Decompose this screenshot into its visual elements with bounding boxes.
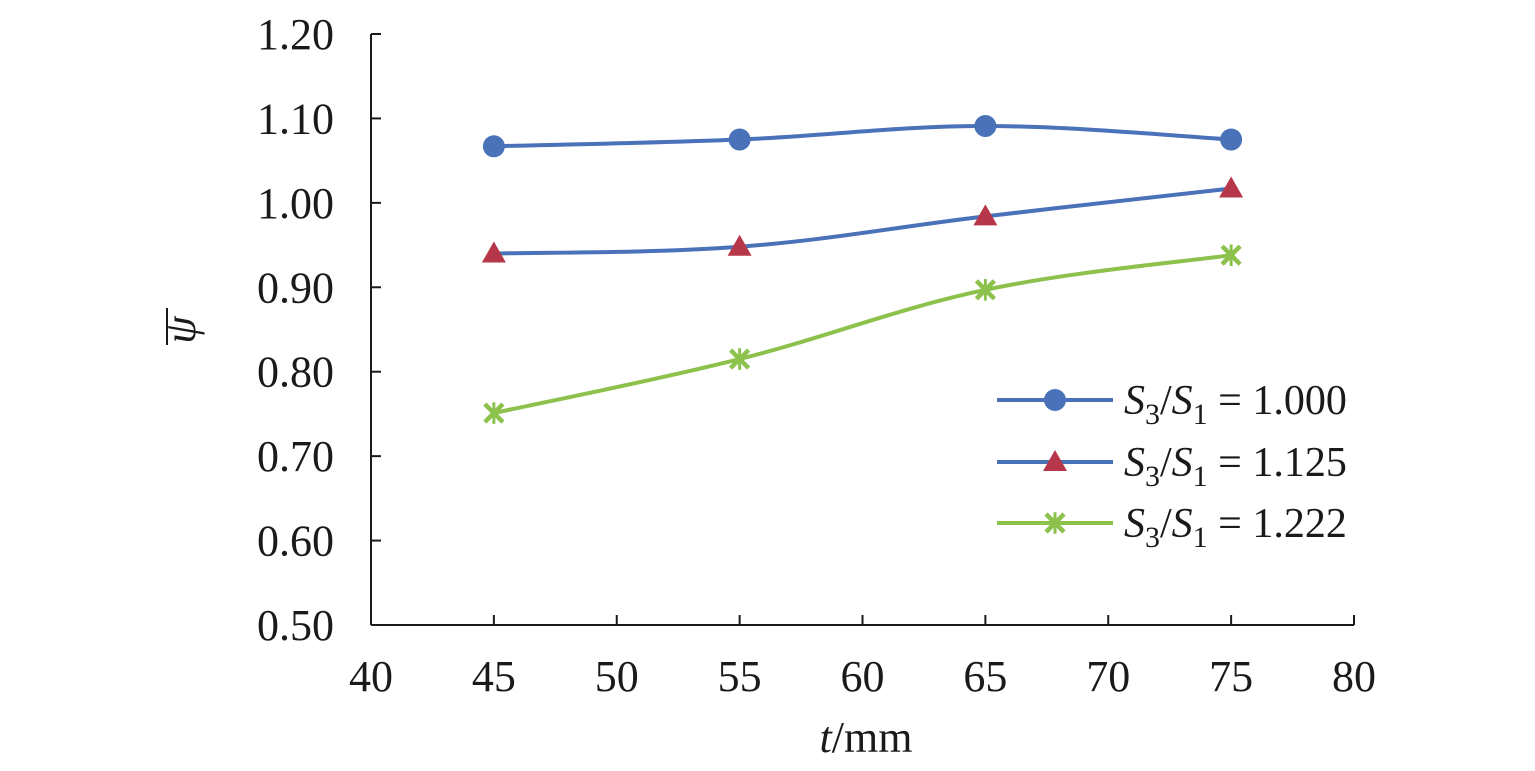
x-axis-title: t/mm bbox=[820, 713, 913, 762]
x-tick-label: 55 bbox=[718, 652, 762, 701]
legend-label-3: S3/S1 = 1.222 bbox=[1124, 501, 1347, 554]
y-tick-label: 0.60 bbox=[257, 517, 334, 566]
x-tick-label: 65 bbox=[963, 652, 1007, 701]
data-point-series-3 bbox=[974, 279, 996, 301]
y-tick-label: 0.80 bbox=[257, 348, 334, 397]
y-tick-label: 0.50 bbox=[257, 601, 334, 650]
x-tick-label: 75 bbox=[1209, 652, 1253, 701]
series-line-2 bbox=[493, 186, 1232, 256]
legend: S3/S1 = 1.000 S3/S1 = 1.125 S3/S1 = 1.222 bbox=[997, 378, 1347, 554]
y-tick-label: 1.10 bbox=[257, 94, 334, 143]
x-tick-label: 70 bbox=[1086, 652, 1130, 701]
series-line-1 bbox=[493, 124, 1232, 149]
data-point-series-3 bbox=[483, 402, 505, 424]
data-point-series-2 bbox=[727, 234, 752, 256]
x-ticks: 40 45 50 55 60 65 70 75 80 bbox=[349, 615, 1376, 701]
data-point-series-1 bbox=[728, 128, 751, 151]
legend-marker-1 bbox=[1044, 389, 1066, 411]
x-tick-label: 80 bbox=[1332, 652, 1376, 701]
data-point-series-2 bbox=[1219, 176, 1244, 198]
legend-label-2: S3/S1 = 1.125 bbox=[1124, 440, 1347, 493]
series-lines bbox=[493, 124, 1232, 416]
data-point-series-1 bbox=[1220, 128, 1243, 151]
y-ticks: 0.50 0.60 0.70 0.80 0.90 1.00 1.10 1.20 bbox=[257, 10, 381, 650]
x-tick-label: 60 bbox=[841, 652, 885, 701]
x-tick-label: 50 bbox=[595, 652, 639, 701]
y-tick-label: 0.90 bbox=[257, 263, 334, 312]
y-tick-label: 1.00 bbox=[257, 179, 334, 228]
y-tick-label: 1.20 bbox=[257, 10, 334, 59]
y-tick-label: 0.70 bbox=[257, 432, 334, 481]
x-tick-label: 40 bbox=[349, 652, 393, 701]
data-point-series-3 bbox=[1220, 244, 1242, 267]
y-axis-title: ψ bbox=[156, 316, 205, 344]
legend-label-1: S3/S1 = 1.000 bbox=[1124, 378, 1347, 431]
data-point-series-3 bbox=[729, 348, 751, 370]
series-line-3 bbox=[493, 253, 1232, 416]
x-tick-label: 45 bbox=[472, 652, 516, 701]
data-point-series-2 bbox=[973, 204, 998, 226]
data-point-series-2 bbox=[481, 241, 506, 263]
legend-marker-2 bbox=[1043, 450, 1067, 471]
data-point-series-1 bbox=[482, 135, 505, 158]
series-markers bbox=[481, 115, 1244, 424]
legend-marker-3 bbox=[1044, 512, 1066, 534]
data-point-series-1 bbox=[974, 115, 997, 138]
